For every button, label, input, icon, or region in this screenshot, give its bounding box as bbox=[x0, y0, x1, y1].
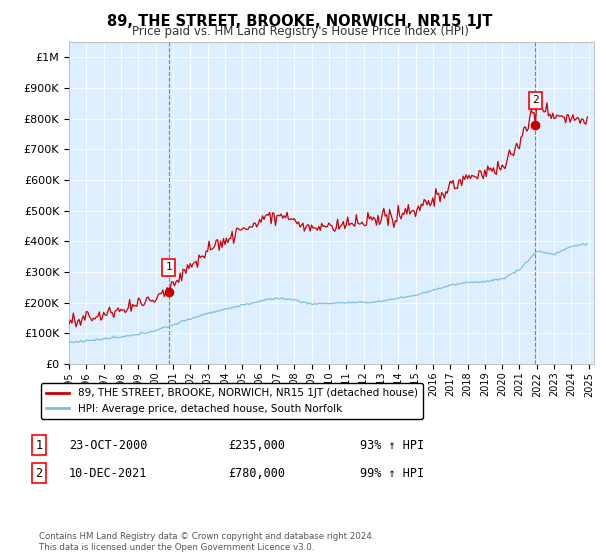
Text: 23-OCT-2000: 23-OCT-2000 bbox=[69, 438, 148, 452]
Text: £780,000: £780,000 bbox=[228, 466, 285, 480]
Text: 10-DEC-2021: 10-DEC-2021 bbox=[69, 466, 148, 480]
Legend: 89, THE STREET, BROOKE, NORWICH, NR15 1JT (detached house), HPI: Average price, : 89, THE STREET, BROOKE, NORWICH, NR15 1J… bbox=[41, 383, 423, 419]
Text: 99% ↑ HPI: 99% ↑ HPI bbox=[360, 466, 424, 480]
Text: 89, THE STREET, BROOKE, NORWICH, NR15 1JT: 89, THE STREET, BROOKE, NORWICH, NR15 1J… bbox=[107, 14, 493, 29]
Text: Contains HM Land Registry data © Crown copyright and database right 2024.
This d: Contains HM Land Registry data © Crown c… bbox=[39, 532, 374, 552]
Text: Price paid vs. HM Land Registry's House Price Index (HPI): Price paid vs. HM Land Registry's House … bbox=[131, 25, 469, 38]
Text: 1: 1 bbox=[165, 263, 172, 272]
Text: 2: 2 bbox=[532, 95, 539, 105]
Text: £235,000: £235,000 bbox=[228, 438, 285, 452]
Text: 1: 1 bbox=[35, 438, 43, 452]
Text: 93% ↑ HPI: 93% ↑ HPI bbox=[360, 438, 424, 452]
Text: 2: 2 bbox=[35, 466, 43, 480]
